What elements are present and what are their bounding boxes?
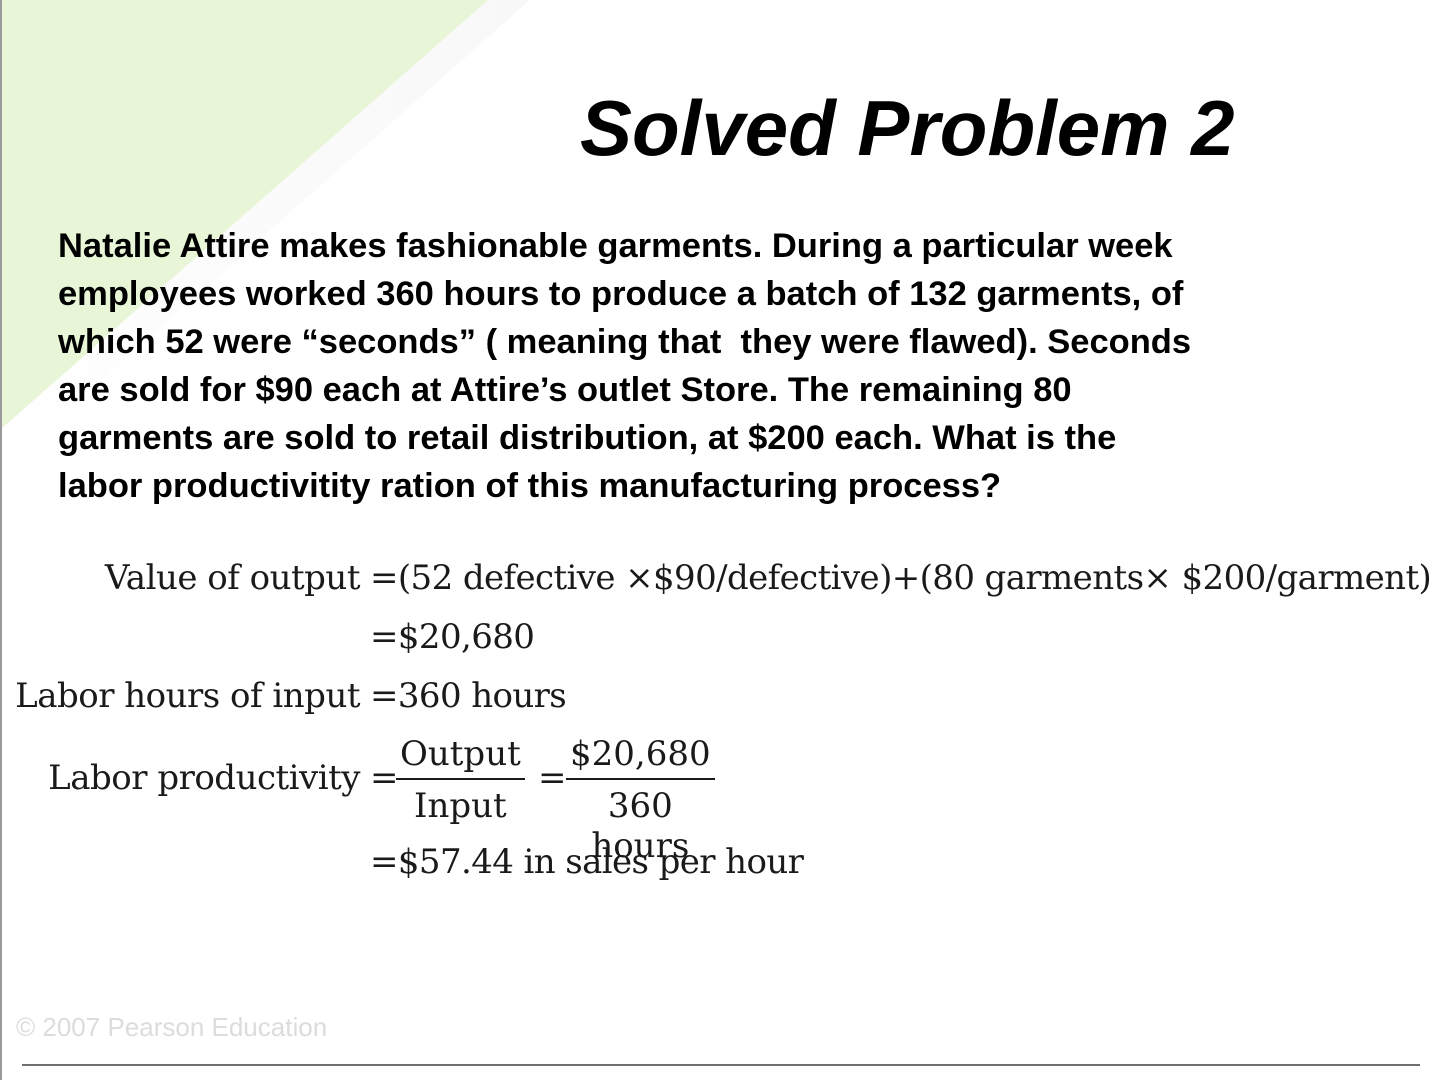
fraction-numerator: Output [396, 734, 525, 780]
problem-line: Natalie Attire makes fashionable garment… [58, 227, 1173, 265]
copyright-notice: © 2007 Pearson Education [16, 1012, 328, 1042]
labor-productivity-label: Labor productivity [48, 758, 360, 798]
labor-hours-label: Labor hours of input [15, 676, 360, 716]
fraction-numerator: $20,680 [566, 734, 715, 780]
labor-productivity-result: =$57.44 in sales per hour [370, 842, 804, 882]
problem-line: are sold for $90 each at Attire’s outlet… [58, 371, 1072, 409]
value-of-output-label: Value of output [104, 558, 361, 598]
problem-line: employees worked 360 hours to produce a … [58, 275, 1184, 313]
problem-line: labor productivitity ration of this manu… [58, 467, 1002, 505]
fraction-denominator: Input [414, 786, 507, 826]
slide-title: Solved Problem 2 [580, 84, 1235, 172]
output-over-input-fraction: Output Input [396, 734, 525, 826]
green-corner-decoration [0, 0, 530, 452]
problem-statement: Natalie Attire makes fashionable garment… [58, 222, 1388, 510]
value-of-output-result: =$20,680 [370, 617, 535, 657]
bottom-divider [22, 1064, 1420, 1066]
value-of-output-expression: =(52 defective ×$90/defective)+(80 garme… [370, 558, 1432, 598]
fraction-denominator: 360 hours [591, 786, 690, 866]
problem-line: which 52 were “seconds” ( meaning that t… [58, 323, 1192, 361]
problem-line: garments are sold to retail distribution… [58, 419, 1117, 457]
labor-hours-value: =360 hours [370, 676, 567, 716]
value-over-hours-fraction: $20,680 360 hours [566, 734, 715, 866]
equals-sign: = [370, 758, 399, 798]
equals-sign: = [538, 758, 567, 798]
left-edge-line [0, 0, 2, 1080]
